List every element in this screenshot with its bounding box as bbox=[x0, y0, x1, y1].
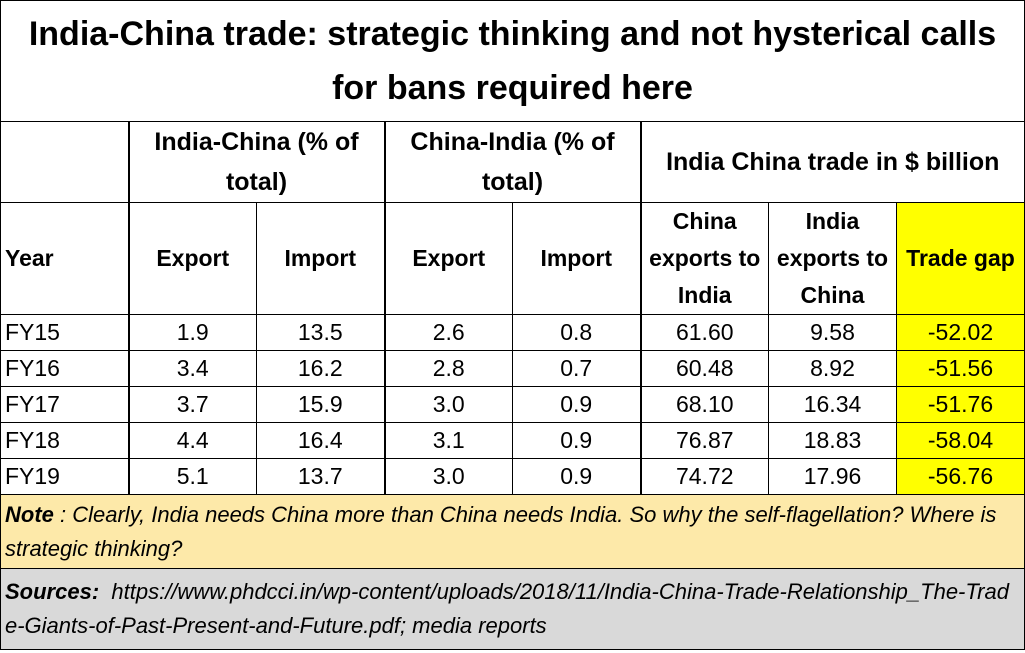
column-header: Year bbox=[0, 202, 129, 315]
note-text: : Clearly, India needs China more than C… bbox=[5, 501, 997, 561]
value-cell: 15.9 bbox=[256, 386, 385, 423]
column-header: Import bbox=[256, 202, 385, 315]
value-cell: 3.4 bbox=[127, 350, 257, 387]
value-cell: 16.2 bbox=[256, 350, 385, 387]
column-header: Export bbox=[127, 202, 257, 315]
value-cell: 61.60 bbox=[639, 314, 769, 351]
title-row: India-China trade: strategic thinking an… bbox=[0, 0, 1025, 122]
value-cell: -52.02 bbox=[896, 314, 1025, 351]
data-row: FY17 3.7 15.9 3.0 0.9 68.10 16.34 -51.76 bbox=[0, 386, 1025, 423]
value-cell: 0.9 bbox=[512, 422, 641, 459]
value-cell: 18.83 bbox=[768, 422, 897, 459]
value-cell: 74.72 bbox=[639, 458, 769, 495]
sources: Sources: https://www.phdcci.in/wp-conten… bbox=[0, 568, 1025, 650]
data-row: FY15 1.9 13.5 2.6 0.8 61.60 9.58 -52.02 bbox=[0, 314, 1025, 351]
value-cell: 3.0 bbox=[383, 386, 513, 423]
value-cell: 3.7 bbox=[127, 386, 257, 423]
column-header: China exports to India bbox=[639, 202, 769, 315]
value-cell: 2.6 bbox=[383, 314, 513, 351]
column-header: Trade gap bbox=[896, 202, 1025, 315]
value-cell: 17.96 bbox=[768, 458, 897, 495]
year-cell: FY15 bbox=[0, 314, 129, 351]
value-cell: 3.0 bbox=[383, 458, 513, 495]
group-header-row: India-China (% of total) China-India (% … bbox=[0, 121, 1025, 203]
sources-row: Sources: https://www.phdcci.in/wp-conten… bbox=[0, 568, 1025, 650]
note-row: Note : Clearly, India needs China more t… bbox=[0, 494, 1025, 569]
value-cell: 8.92 bbox=[768, 350, 897, 387]
sources-text: https://www.phdcci.in/wp-content/uploads… bbox=[5, 579, 1009, 638]
group-header: China-India (% of total) bbox=[383, 121, 641, 203]
column-header: Export bbox=[383, 202, 513, 315]
value-cell: 0.9 bbox=[512, 386, 641, 423]
column-header: Import bbox=[512, 202, 641, 315]
note: Note : Clearly, India needs China more t… bbox=[0, 494, 1025, 569]
data-row: FY18 4.4 16.4 3.1 0.9 76.87 18.83 -58.04 bbox=[0, 422, 1025, 459]
value-cell: 5.1 bbox=[127, 458, 257, 495]
sources-label: Sources: bbox=[5, 579, 100, 604]
value-cell: 0.7 bbox=[512, 350, 641, 387]
value-cell: 13.5 bbox=[256, 314, 385, 351]
data-row: FY16 3.4 16.2 2.8 0.7 60.48 8.92 -51.56 bbox=[0, 350, 1025, 387]
year-cell: FY17 bbox=[0, 386, 129, 423]
value-cell: 9.58 bbox=[768, 314, 897, 351]
value-cell: 16.4 bbox=[256, 422, 385, 459]
title: India-China trade: strategic thinking an… bbox=[0, 0, 1025, 122]
value-cell: 76.87 bbox=[639, 422, 769, 459]
value-cell: 0.9 bbox=[512, 458, 641, 495]
column-header-row: Year Export Import Export Import China export… bbox=[0, 202, 1025, 315]
column-header: India exports to China bbox=[768, 202, 897, 315]
year-cell: FY16 bbox=[0, 350, 129, 387]
group-header: India-China (% of total) bbox=[127, 121, 385, 203]
year-cell: FY18 bbox=[0, 422, 129, 459]
value-cell: -51.56 bbox=[896, 350, 1025, 387]
value-cell: -51.76 bbox=[896, 386, 1025, 423]
value-cell: 60.48 bbox=[639, 350, 769, 387]
value-cell: -56.76 bbox=[896, 458, 1025, 495]
empty-cell bbox=[0, 121, 129, 203]
value-cell: 3.1 bbox=[383, 422, 513, 459]
value-cell: 0.8 bbox=[512, 314, 641, 351]
data-row: FY19 5.1 13.7 3.0 0.9 74.72 17.96 -56.76 bbox=[0, 458, 1025, 495]
value-cell: 13.7 bbox=[256, 458, 385, 495]
group-header: India China trade in $ billion bbox=[639, 121, 1025, 203]
value-cell: 1.9 bbox=[127, 314, 257, 351]
value-cell: 16.34 bbox=[768, 386, 897, 423]
note-label: Note bbox=[5, 501, 54, 527]
value-cell: 2.8 bbox=[383, 350, 513, 387]
year-cell: FY19 bbox=[0, 458, 129, 495]
value-cell: 4.4 bbox=[127, 422, 257, 459]
value-cell: -58.04 bbox=[896, 422, 1025, 459]
value-cell: 68.10 bbox=[639, 386, 769, 423]
